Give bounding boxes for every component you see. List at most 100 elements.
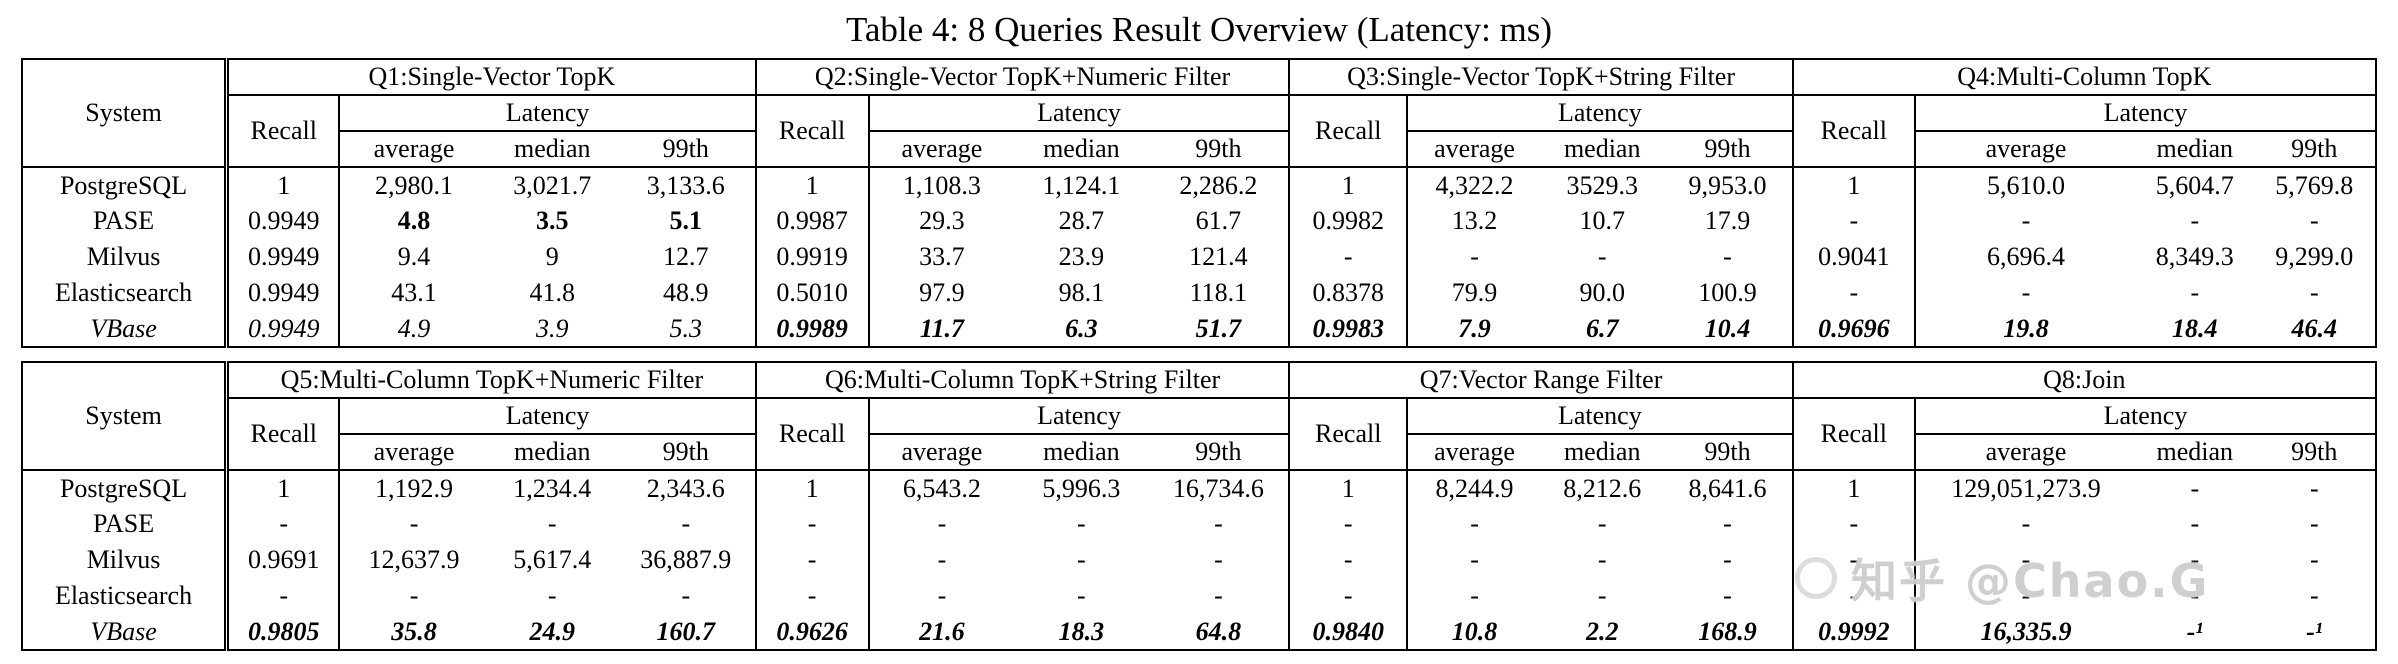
- latency-value: -: [2309, 545, 2319, 574]
- latency-value: 8,349.3: [2155, 242, 2234, 271]
- latency-sub-header: 99th: [2253, 434, 2376, 471]
- latency-value: 13.2: [1406, 203, 1542, 239]
- latency-value: 64.8: [1195, 616, 1242, 646]
- latency-value: -: [2309, 509, 2319, 538]
- latency-sub-header: average: [1913, 131, 2136, 168]
- latency-value: -: [338, 506, 488, 542]
- system-name-cell: VBase: [22, 311, 230, 347]
- latency-value: 9: [545, 242, 559, 271]
- recall-header: Recall: [1791, 398, 1915, 471]
- latency-value: 6.3: [1065, 313, 1098, 343]
- latency-value: 18.3: [1058, 616, 1105, 646]
- recall-value: -: [225, 578, 340, 614]
- latency-value: 19.8: [1913, 311, 2136, 347]
- latency-value: 118.1: [1189, 278, 1248, 307]
- query-group-header: Q6:Multi-Column TopK+String Filter: [754, 362, 1290, 399]
- latency-value: 41.8: [529, 278, 576, 307]
- latency-sub-header: average: [338, 434, 488, 471]
- latency-value: -: [2190, 545, 2200, 574]
- latency-value: 8,212.6: [1563, 473, 1642, 503]
- recall-value: -: [754, 506, 869, 542]
- recall-header: Recall: [1288, 95, 1408, 168]
- latency-sub-header: average: [1913, 434, 2136, 471]
- latency-value: -: [1406, 542, 1542, 578]
- latency-value: 4.9: [338, 311, 488, 347]
- latency-value: 100.9: [1698, 278, 1757, 307]
- latency-value: 2,980.1: [338, 167, 488, 203]
- recall-value: 0.9992: [1791, 614, 1915, 650]
- latency-value: 16,734.6: [1172, 473, 1264, 503]
- latency-value: 10.8: [1406, 614, 1542, 650]
- table-caption: Table 4: 8 Queries Result Overview (Late…: [845, 10, 1553, 49]
- query-group-header: Q4:Multi-Column TopK: [1791, 59, 2376, 96]
- latency-value: 97.9: [867, 275, 1015, 311]
- latency-value: -: [1723, 545, 1732, 574]
- latency-value: 11.7: [867, 311, 1015, 347]
- latency-value: 1,108.3: [867, 167, 1015, 203]
- recall-value: 1: [1288, 470, 1408, 506]
- latency-value: 29.3: [867, 203, 1015, 239]
- system-column-header: System: [22, 362, 230, 471]
- table-row: VBase 0.9949 4.9 3.9 5.3 0.9989 11.7 6.3 51.7 0.9…: [22, 311, 2376, 347]
- latency-sub-header: median: [1014, 131, 1149, 168]
- recall-header: Recall: [754, 95, 869, 168]
- latency-value: -: [1214, 545, 1223, 574]
- latency-sub-header: median: [1541, 434, 1664, 471]
- recall-value: 0.9949: [225, 203, 340, 239]
- latency-value: -: [867, 542, 1015, 578]
- system-name-cell: Milvus: [22, 542, 230, 578]
- latency-value: 98.1: [1058, 278, 1105, 307]
- latency-sub-header: average: [867, 131, 1015, 168]
- recall-value: 0.8378: [1288, 275, 1408, 311]
- recall-value: 0.9982: [1288, 203, 1408, 239]
- table-row: Milvus 0.9949 9.4 9 12.7 0.9919 33.7 23.9 121.4 -…: [22, 239, 2376, 275]
- latency-sub-header: 99th: [616, 434, 756, 471]
- latency-value: -: [1913, 275, 2136, 311]
- recall-value: 1: [225, 167, 340, 203]
- recall-value: 0.9949: [225, 275, 340, 311]
- system-name-cell: Milvus: [22, 239, 230, 275]
- latency-sub-header: median: [2136, 434, 2254, 471]
- latency-value: -¹: [2186, 616, 2204, 646]
- recall-value: 0.9949: [225, 311, 340, 347]
- recall-value: -: [754, 542, 869, 578]
- table-row: PostgreSQL 1 2,980.1 3,021.7 3,133.6 1 1,108.3…: [22, 167, 2376, 203]
- latency-value: 121.4: [1189, 242, 1248, 271]
- recall-header: Recall: [754, 398, 869, 471]
- latency-value: 5,617.4: [513, 545, 592, 574]
- latency-value: -: [1913, 542, 2136, 578]
- recall-value: 0.9041: [1791, 239, 1915, 275]
- latency-value: -: [338, 578, 488, 614]
- latency-value: 28.7: [1058, 206, 1105, 235]
- latency-value: 3,021.7: [513, 170, 592, 200]
- recall-value: -: [1288, 506, 1408, 542]
- latency-value: 2,343.6: [646, 473, 725, 503]
- system-column-header: System: [22, 59, 230, 168]
- latency-value: -: [1723, 509, 1732, 538]
- query-group-header: Q1:Single-Vector TopK: [225, 59, 756, 96]
- latency-value: -: [1597, 509, 1607, 538]
- tables-container: System Q1:Single-Vector TopK Q2:Single-Vec…: [21, 58, 2377, 651]
- recall-value: -: [1288, 578, 1408, 614]
- latency-value: 79.9: [1406, 275, 1542, 311]
- latency-value: 1,192.9: [338, 470, 488, 506]
- recall-value: 0.9949: [225, 239, 340, 275]
- latency-value: 2,286.2: [1179, 170, 1258, 200]
- table-row: VBase 0.9805 35.8 24.9 160.7 0.9626 21.6 18.3 64…: [22, 614, 2376, 650]
- system-name-cell: PASE: [22, 203, 230, 239]
- recall-value: 0.5010: [754, 275, 869, 311]
- latency-value: 168.9: [1698, 616, 1757, 646]
- latency-value: 6,543.2: [867, 470, 1015, 506]
- latency-sub-header: average: [867, 434, 1015, 471]
- system-name-cell: PostgreSQL: [22, 167, 230, 203]
- latency-value: 4.8: [338, 203, 488, 239]
- latency-value: -: [681, 581, 691, 610]
- latency-value: 35.8: [338, 614, 488, 650]
- latency-value: 160.7: [656, 616, 716, 646]
- latency-value: 2.2: [1585, 616, 1619, 646]
- latency-sub-header: average: [1406, 131, 1542, 168]
- latency-value: 8,244.9: [1406, 470, 1542, 506]
- latency-value: 5.3: [669, 313, 703, 343]
- latency-sub-header: 99th: [616, 131, 756, 168]
- latency-value: 23.9: [1058, 242, 1105, 271]
